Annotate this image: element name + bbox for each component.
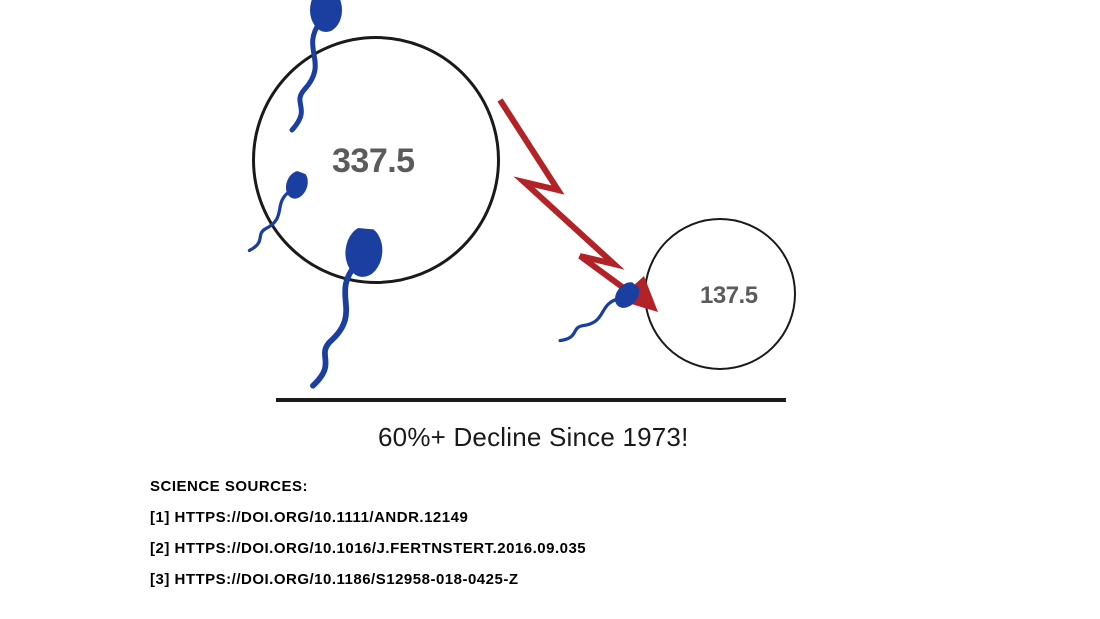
- infographic-stage: 337.5 137.5 60%+ Decline Since 1973! SCI…: [0, 0, 1100, 619]
- sources-list: [1] HTTPS://DOI.ORG/10.1111/ANDR.12149 [2…: [150, 509, 586, 588]
- source-line: [1] HTTPS://DOI.ORG/10.1111/ANDR.12149: [150, 509, 586, 526]
- sperm-top-icon: [280, 0, 360, 140]
- sources-block: SCIENCE SOURCES: [1] HTTPS://DOI.ORG/10.…: [150, 478, 586, 588]
- sources-title: SCIENCE SOURCES:: [150, 478, 586, 495]
- source-line: [2] HTTPS://DOI.ORG/10.1016/J.FERTNSTERT…: [150, 540, 586, 557]
- sperm-mid-bottom-icon: [298, 224, 405, 404]
- decline-caption: 60%+ Decline Since 1973!: [378, 422, 689, 453]
- source-line: [3] HTTPS://DOI.ORG/10.1186/S12958-018-0…: [150, 571, 586, 588]
- divider-rule: [276, 398, 786, 402]
